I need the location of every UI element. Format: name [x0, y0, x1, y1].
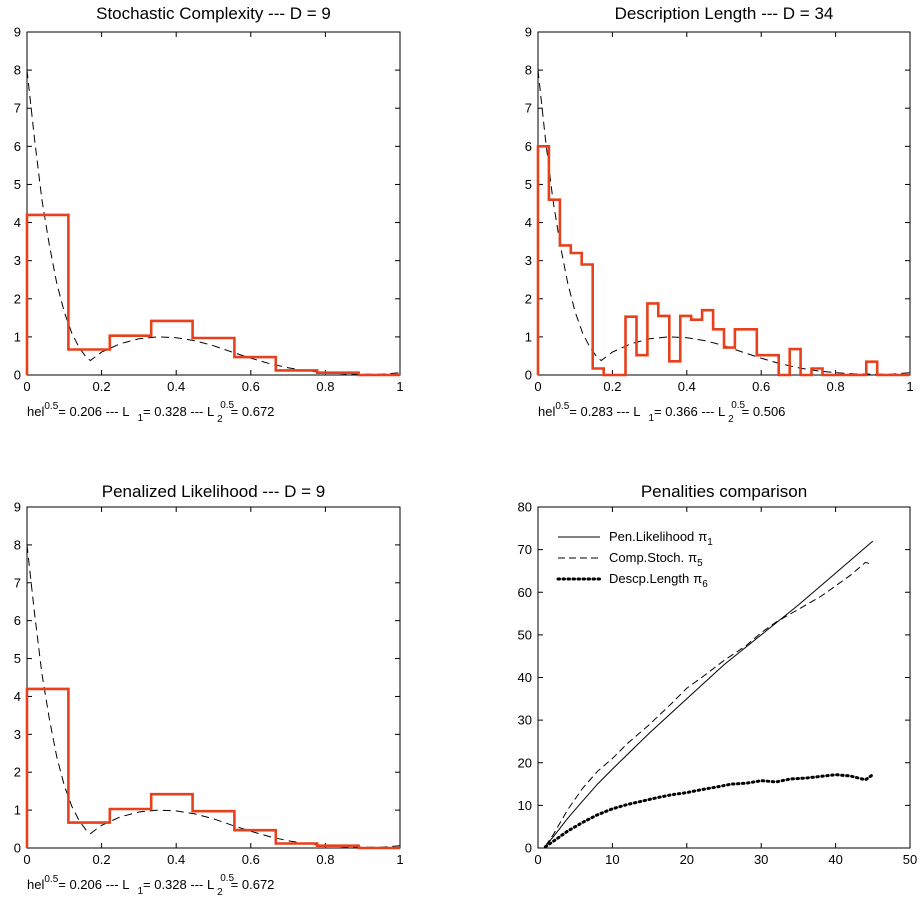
- panel-description-length: Description Length --- D = 34 0 1 2 3 4 5 6 7 8 9…: [525, 4, 914, 425]
- x-tick-label: 0: [534, 852, 541, 867]
- panel-penalities-comparison: Penalities comparison 01020304050607080 …: [518, 482, 918, 867]
- histogram-estimate: [536, 145, 910, 377]
- histogram-estimate: [25, 213, 400, 377]
- y-tick-label: 30: [518, 713, 532, 728]
- y-tick-label: 4: [525, 215, 532, 230]
- series-pen-likelihood-line: [545, 540, 874, 847]
- error-caption: hel0.5= 0.283 --- L 1= 0.366 --- L 0.5 2= 0…: [538, 400, 785, 425]
- y-tick-label: 2: [14, 291, 21, 306]
- y-tick-label: 0: [14, 368, 21, 383]
- y-tick-label: 6: [525, 139, 532, 154]
- plot-frame: [26, 506, 401, 849]
- x-tick-label: 1: [396, 852, 403, 867]
- x-tick-label: 0.6: [242, 379, 260, 394]
- y-tick-label: 5: [525, 177, 532, 192]
- y-tick-label: 7: [525, 101, 532, 116]
- y-tick-label: 5: [14, 651, 21, 666]
- y-tick-label: 50: [518, 627, 532, 642]
- y-tick-label: 8: [525, 63, 532, 78]
- y-tick-label: 9: [14, 25, 21, 40]
- x-tick-label: 0.8: [316, 379, 334, 394]
- y-tick-label: 2: [525, 291, 532, 306]
- y-tick-label: 1: [14, 329, 21, 344]
- x-tick-label: 1: [906, 379, 913, 394]
- legend-entry-pen-likelihood: Pen.Likelihood π1: [609, 529, 713, 548]
- y-tick-label: 3: [14, 727, 21, 742]
- x-ticks: 0 0.2 0.4 0.6 0.8 1: [23, 32, 404, 394]
- y-tick-label: 0: [14, 841, 21, 856]
- plot-frame: [26, 31, 401, 376]
- y-tick-label: 6: [14, 613, 21, 628]
- x-tick-label: 0.4: [167, 379, 185, 394]
- series-comp-stoch-line: [544, 561, 873, 847]
- true-density-curve: [26, 70, 401, 375]
- x-tick-label: 0.6: [242, 852, 260, 867]
- y-tick-label: 8: [14, 537, 21, 552]
- x-tick-label: 20: [680, 852, 694, 867]
- x-tick-label: 0.8: [316, 852, 334, 867]
- x-ticks: 0 0.2 0.4 0.6 0.8 1: [23, 507, 404, 867]
- x-ticks: 0 0.2 0.4 0.6 0.8 1: [534, 32, 914, 394]
- x-tick-label: 0.8: [827, 379, 845, 394]
- y-tick-label: 4: [14, 215, 21, 230]
- y-tick-label: 4: [14, 689, 21, 704]
- y-tick-label: 9: [525, 25, 532, 40]
- panel-penalized-likelihood: Penalized Likelihood --- D = 9 0 1 2 3 4 5 6 7 8…: [14, 482, 404, 898]
- y-tick-label: 0: [525, 368, 532, 383]
- x-ticks: 0 10 20 30 40 50: [534, 507, 917, 867]
- y-tick-label: 8: [14, 63, 21, 78]
- x-tick-label: 50: [903, 852, 917, 867]
- error-caption: hel0.5= 0.206 --- L 1= 0.328 --- L 0.5 2= 0…: [27, 400, 274, 425]
- x-tick-label: 0.4: [678, 379, 696, 394]
- x-tick-label: 0: [534, 379, 541, 394]
- x-tick-label: 0: [23, 379, 30, 394]
- x-tick-label: 1: [396, 379, 403, 394]
- true-density-curve: [26, 544, 401, 848]
- x-tick-label: 0.2: [93, 379, 111, 394]
- x-tick-label: 10: [605, 852, 619, 867]
- y-tick-label: 0: [525, 841, 532, 856]
- panel-title: Description Length --- D = 34: [615, 4, 834, 23]
- panel-title: Penalities comparison: [641, 482, 807, 501]
- legend-entry-comp-stoch: Comp.Stoch. π5: [609, 550, 703, 569]
- series-descp-length-line: [543, 773, 875, 849]
- y-tick-label: 3: [14, 253, 21, 268]
- x-tick-label: 30: [754, 852, 768, 867]
- error-caption: hel0.5= 0.206 --- L 1= 0.328 --- L 0.5 2= 0…: [27, 873, 274, 898]
- x-tick-label: 0.4: [167, 852, 185, 867]
- y-tick-label: 20: [518, 755, 532, 770]
- x-tick-label: 0.2: [93, 852, 111, 867]
- true-density-curve: [537, 70, 911, 375]
- y-ticks: 0 1 2 3 4 5 6 7 8 9: [525, 25, 910, 383]
- y-ticks: 0 1 2 3 4 5 6 7 8 9: [14, 25, 400, 383]
- x-tick-label: 40: [828, 852, 842, 867]
- panel-stochastic-complexity: Stochastic Complexity --- D = 9 0 1 2 3 4 5 6 7…: [14, 4, 404, 425]
- x-tick-label: 0.6: [752, 379, 770, 394]
- x-tick-label: 0.2: [603, 379, 621, 394]
- x-tick-label: 0: [23, 852, 30, 867]
- y-tick-label: 5: [14, 177, 21, 192]
- y-tick-label: 80: [518, 500, 532, 515]
- legend: Pen.Likelihood π1 Comp.Stoch. π5 Descp.Len…: [556, 529, 713, 590]
- y-tick-label: 10: [518, 798, 532, 813]
- panel-title: Stochastic Complexity --- D = 9: [96, 4, 331, 23]
- y-tick-label: 7: [14, 575, 21, 590]
- y-tick-label: 70: [518, 542, 532, 557]
- panel-title: Penalized Likelihood --- D = 9: [102, 482, 325, 501]
- y-tick-label: 40: [518, 670, 532, 685]
- histogram-estimate: [25, 687, 400, 850]
- y-tick-label: 1: [525, 329, 532, 344]
- y-tick-label: 7: [14, 101, 21, 116]
- y-tick-label: 60: [518, 585, 532, 600]
- y-ticks: 0 1 2 3 4 5 6 7 8 9: [14, 500, 400, 856]
- legend-entry-descp-length: Descp.Length π6: [609, 571, 708, 590]
- y-tick-label: 9: [14, 500, 21, 515]
- y-tick-label: 2: [14, 765, 21, 780]
- y-tick-label: 1: [14, 803, 21, 818]
- y-tick-label: 6: [14, 139, 21, 154]
- y-tick-label: 3: [525, 253, 532, 268]
- y-ticks: 0 10 20 30 40 50 60 70 80: [518, 500, 910, 856]
